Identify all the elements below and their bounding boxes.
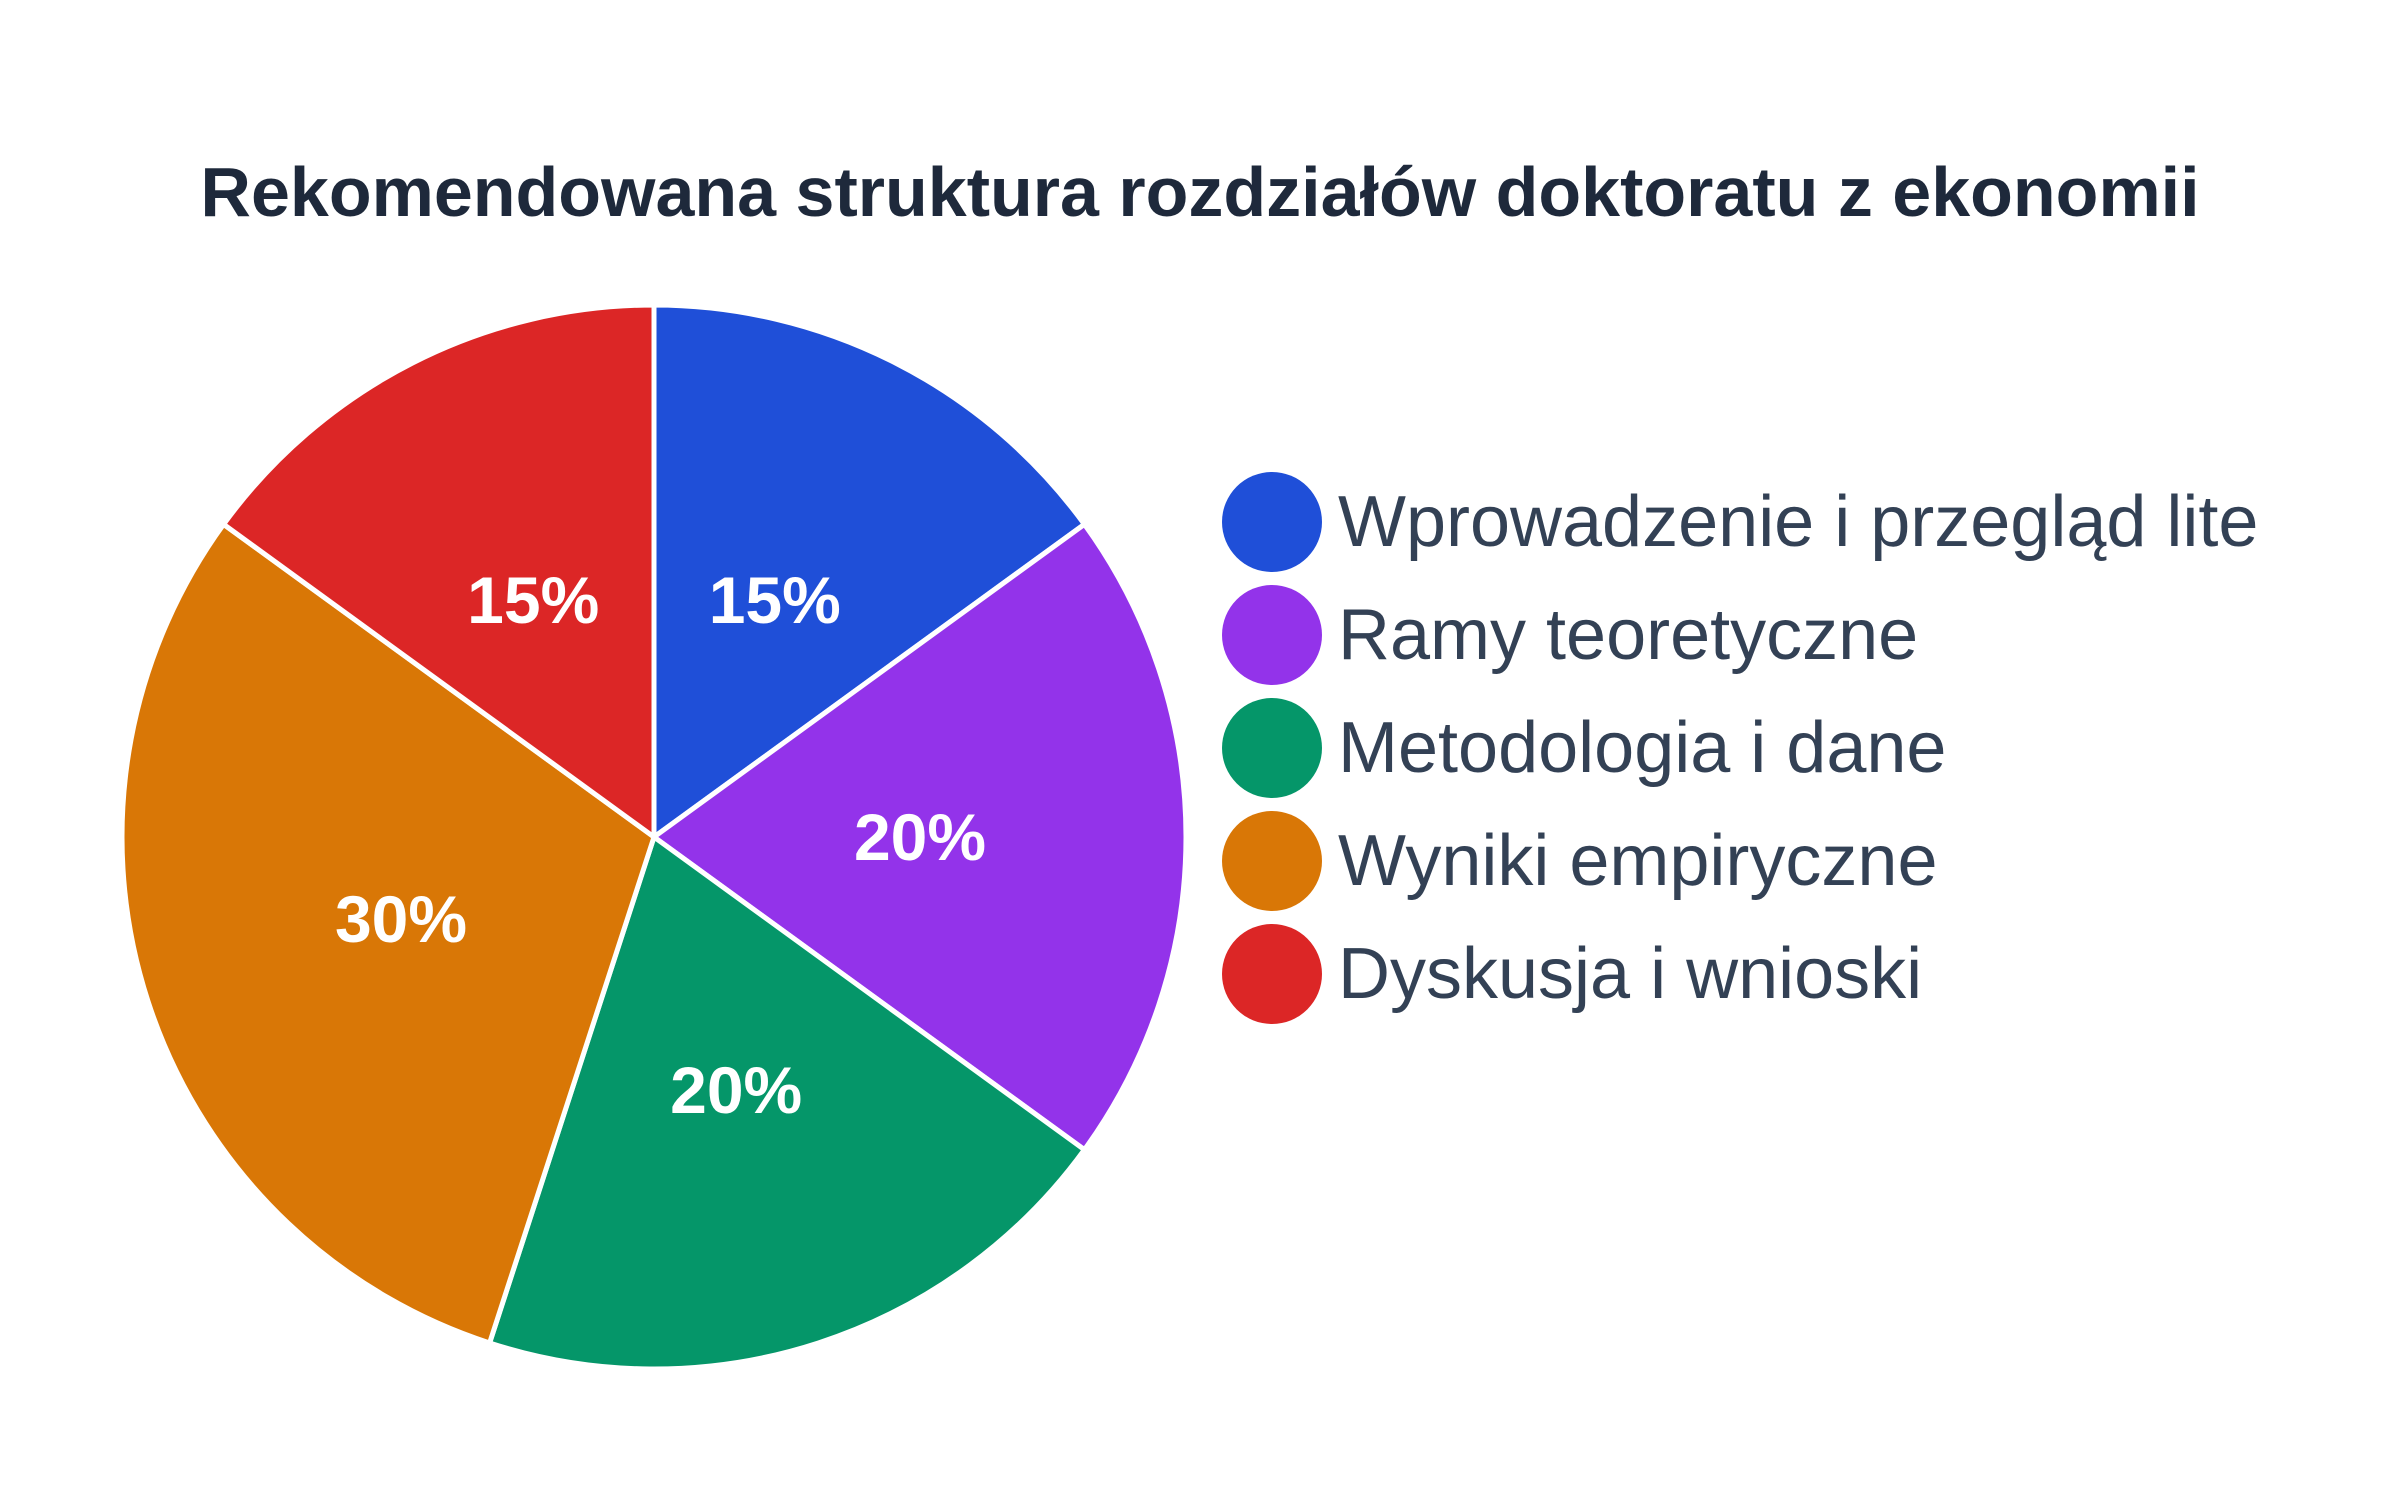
chart-title: Rekomendowana struktura rozdziałów dokto… (200, 153, 2199, 231)
slice-label-wprowadzenie-i-przeglad-lite: 15% (709, 563, 841, 637)
legend-marker-dyskusja-i-wnioski (1222, 924, 1322, 1024)
legend-item-metodologia-i-dane: Metodologia i dane (1222, 698, 1946, 798)
pie-slice-ramy-teoretyczne (651, 521, 1189, 1153)
legend-marker-wprowadzenie-i-przeglad-lite (1222, 472, 1322, 572)
slice-labels: 15% 20% 20% 30% 15% (335, 563, 986, 1127)
legend-item-ramy-teoretyczne: Ramy teoretyczne (1222, 585, 1918, 685)
slice-label-wyniki-empiryczne: 30% (335, 882, 467, 956)
pie-slice-wyniki-empiryczne (119, 521, 657, 1346)
slice-label-metodologia-i-dane: 20% (670, 1053, 802, 1127)
slice-label-dyskusja-i-wnioski: 15% (467, 563, 599, 637)
pie-slice-wprowadzenie-i-przeglad-lite (651, 302, 1087, 840)
legend-marker-metodologia-i-dane (1222, 698, 1322, 798)
legend-label-ramy-teoretyczne: Ramy teoretyczne (1338, 595, 1918, 675)
legend-marker-ramy-teoretyczne (1222, 585, 1322, 685)
legend-label-wprowadzenie-i-przeglad-lite: Wprowadzenie i przegląd lite (1338, 482, 2258, 562)
pie-slices (119, 302, 1189, 1372)
legend-item-wyniki-empiryczne: Wyniki empiryczne (1222, 811, 1937, 911)
legend-label-wyniki-empiryczne: Wyniki empiryczne (1338, 821, 1937, 901)
legend-marker-wyniki-empiryczne (1222, 811, 1322, 911)
legend-label-dyskusja-i-wnioski: Dyskusja i wnioski (1338, 934, 1922, 1014)
slice-label-ramy-teoretyczne: 20% (854, 800, 986, 874)
pie-slice-metodologia-i-dane (487, 834, 1087, 1372)
legend-item-dyskusja-i-wnioski: Dyskusja i wnioski (1222, 924, 1922, 1024)
pie-slice-dyskusja-i-wnioski (221, 302, 657, 840)
legend: Wprowadzenie i przegląd lite Ramy teorety… (1222, 472, 2258, 1024)
legend-label-metodologia-i-dane: Metodologia i dane (1338, 708, 1946, 788)
legend-item-wprowadzenie-i-przeglad-lite: Wprowadzenie i przegląd lite (1222, 472, 2258, 572)
